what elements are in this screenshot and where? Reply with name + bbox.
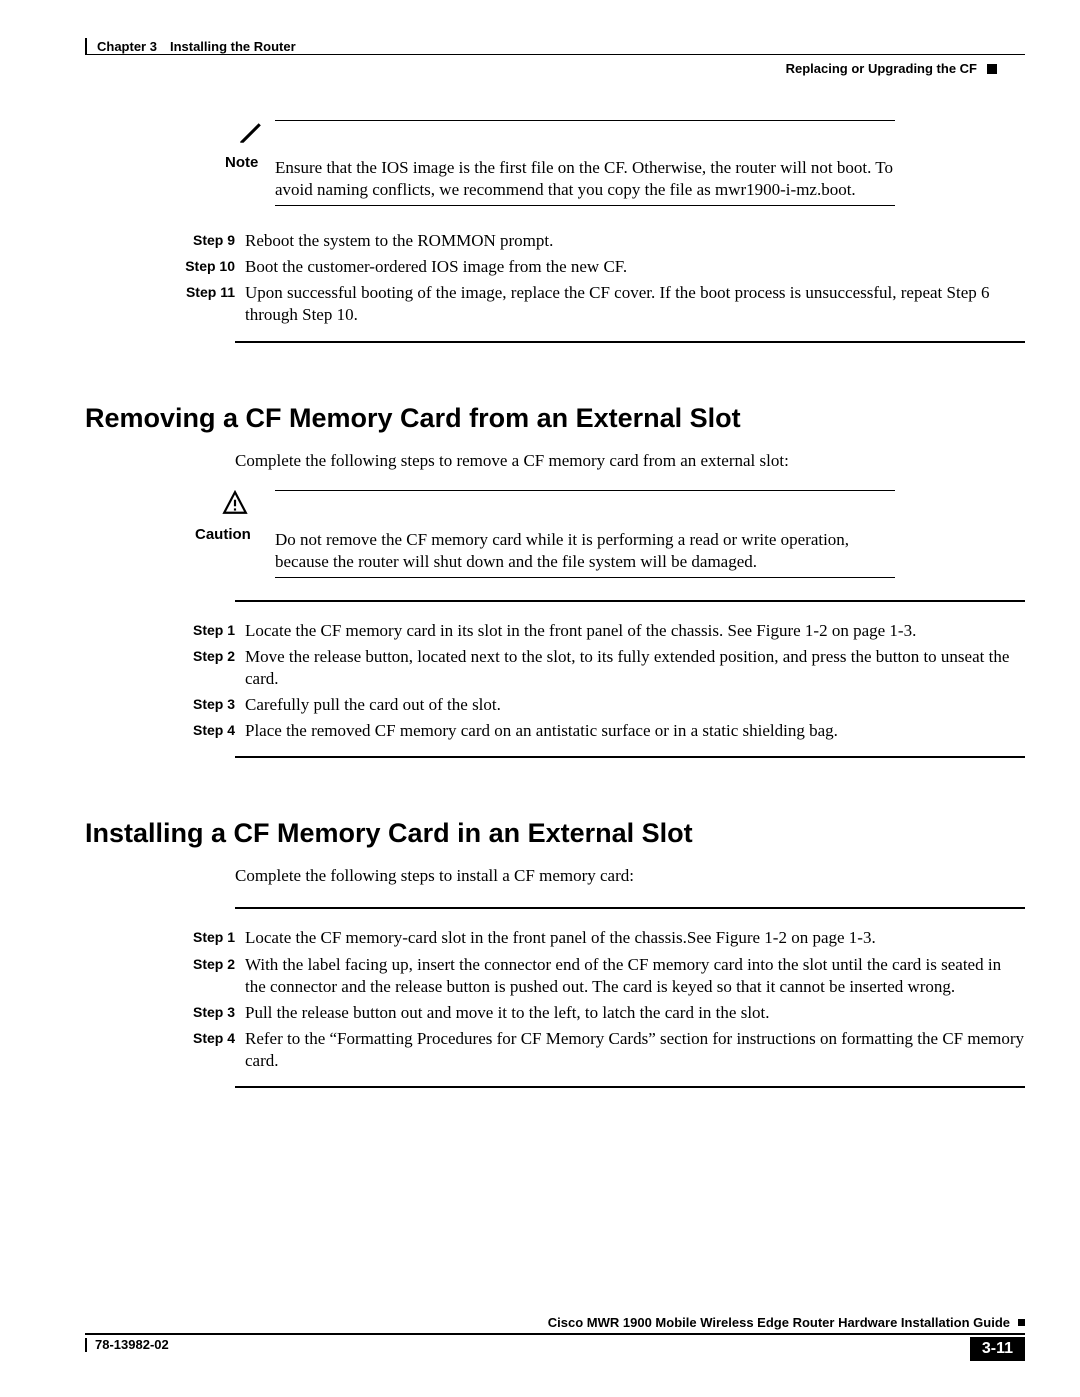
steps-divider-top [235, 600, 1025, 602]
step-row: Step 2 Move the release button, located … [175, 646, 1025, 690]
note-label: Note [225, 153, 275, 206]
step-label: Step 3 [175, 1002, 245, 1024]
section-text: Replacing or Upgrading the CF [786, 61, 977, 76]
step-text: Place the removed CF memory card on an a… [245, 720, 1025, 742]
step-text: Carefully pull the card out of the slot. [245, 694, 1025, 716]
note-icon [225, 120, 275, 151]
step-text: Refer to the “Formatting Procedures for … [245, 1028, 1025, 1072]
steps-divider-bottom [235, 1086, 1025, 1088]
header-rule [85, 54, 1025, 55]
step-label: Step 1 [175, 620, 245, 642]
step-row: Step 3 Pull the release button out and m… [175, 1002, 1025, 1024]
step-row: Step 2 With the label facing up, insert … [175, 954, 1025, 998]
section-marker-icon [987, 64, 997, 74]
caution-label: Caution [195, 525, 275, 578]
note-body-wrap: Ensure that the IOS image is the first f… [275, 153, 895, 206]
step-label: Step 1 [175, 927, 245, 949]
page-header: Chapter 3 Installing the Router Replacin… [85, 38, 1025, 76]
footer-guide-title: Cisco MWR 1900 Mobile Wireless Edge Rout… [548, 1315, 1010, 1330]
steps-divider-bottom [235, 756, 1025, 758]
caution-text: Do not remove the CF memory card while i… [275, 525, 895, 577]
step-text: Reboot the system to the ROMMON prompt. [245, 230, 1025, 252]
step-label: Step 2 [175, 954, 245, 998]
footer-row: 78-13982-02 3-11 [85, 1337, 1025, 1361]
intro-text: Complete the following steps to remove a… [235, 450, 1025, 472]
page-number: 3-11 [982, 1340, 1013, 1358]
caution-body-row: Caution Do not remove the CF memory card… [195, 525, 1025, 578]
step-text: Locate the CF memory card in its slot in… [245, 620, 1025, 642]
section-line: Replacing or Upgrading the CF [85, 61, 1025, 76]
page: Chapter 3 Installing the Router Replacin… [0, 0, 1080, 1397]
step-text: Upon successful booting of the image, re… [245, 282, 1025, 326]
step-row: Step 1 Locate the CF memory card in its … [175, 620, 1025, 642]
chapter-line: Chapter 3 Installing the Router [85, 38, 1025, 54]
caution-body-wrap: Do not remove the CF memory card while i… [275, 525, 895, 578]
caution-icon [195, 490, 275, 521]
caution-rule-top [275, 490, 895, 521]
footer-docnum-text: 78-13982-02 [95, 1337, 169, 1352]
footer-marker-icon [1018, 1319, 1025, 1326]
page-number-box: 3-11 [970, 1337, 1025, 1361]
step-label: Step 4 [175, 720, 245, 742]
caution-rule-bottom [275, 577, 895, 578]
note-block [225, 120, 1025, 151]
step-text: Boot the customer-ordered IOS image from… [245, 256, 1025, 278]
heading-removing: Removing a CF Memory Card from an Extern… [85, 403, 1025, 434]
step-label: Step 11 [175, 282, 245, 326]
step-row: Step 10 Boot the customer-ordered IOS im… [175, 256, 1025, 278]
chapter-text: Chapter 3 Installing the Router [97, 39, 296, 54]
note-rule-top [275, 120, 895, 151]
step-row: Step 3 Carefully pull the card out of th… [175, 694, 1025, 716]
header-rule-mark [85, 38, 87, 54]
step-text: With the label facing up, insert the con… [245, 954, 1025, 998]
step-label: Step 10 [175, 256, 245, 278]
note-rule-bottom [275, 205, 895, 206]
page-content: Note Ensure that the IOS image is the fi… [85, 120, 1025, 1096]
section-divider [235, 341, 1025, 343]
caution-block [195, 490, 1025, 521]
step-text: Move the release button, located next to… [245, 646, 1025, 690]
step-row: Step 1 Locate the CF memory-card slot in… [175, 927, 1025, 949]
step-label: Step 9 [175, 230, 245, 252]
page-footer: Cisco MWR 1900 Mobile Wireless Edge Rout… [85, 1315, 1025, 1361]
step-text: Pull the release button out and move it … [245, 1002, 1025, 1024]
step-label: Step 3 [175, 694, 245, 716]
step-row: Step 4 Place the removed CF memory card … [175, 720, 1025, 742]
step-label: Step 2 [175, 646, 245, 690]
step-text: Locate the CF memory-card slot in the fr… [245, 927, 1025, 949]
note-body-row: Note Ensure that the IOS image is the fi… [225, 153, 1025, 206]
heading-installing: Installing a CF Memory Card in an Extern… [85, 818, 1025, 849]
intro-text: Complete the following steps to install … [235, 865, 1025, 887]
step-label: Step 4 [175, 1028, 245, 1072]
footer-rule-mark [85, 1338, 87, 1352]
step-row: Step 9 Reboot the system to the ROMMON p… [175, 230, 1025, 252]
steps-divider-top [235, 907, 1025, 909]
footer-doc-number: 78-13982-02 [85, 1337, 169, 1352]
step-row: Step 4 Refer to the “Formatting Procedur… [175, 1028, 1025, 1072]
step-row: Step 11 Upon successful booting of the i… [175, 282, 1025, 326]
note-text: Ensure that the IOS image is the first f… [275, 153, 895, 205]
footer-rule [85, 1333, 1025, 1335]
